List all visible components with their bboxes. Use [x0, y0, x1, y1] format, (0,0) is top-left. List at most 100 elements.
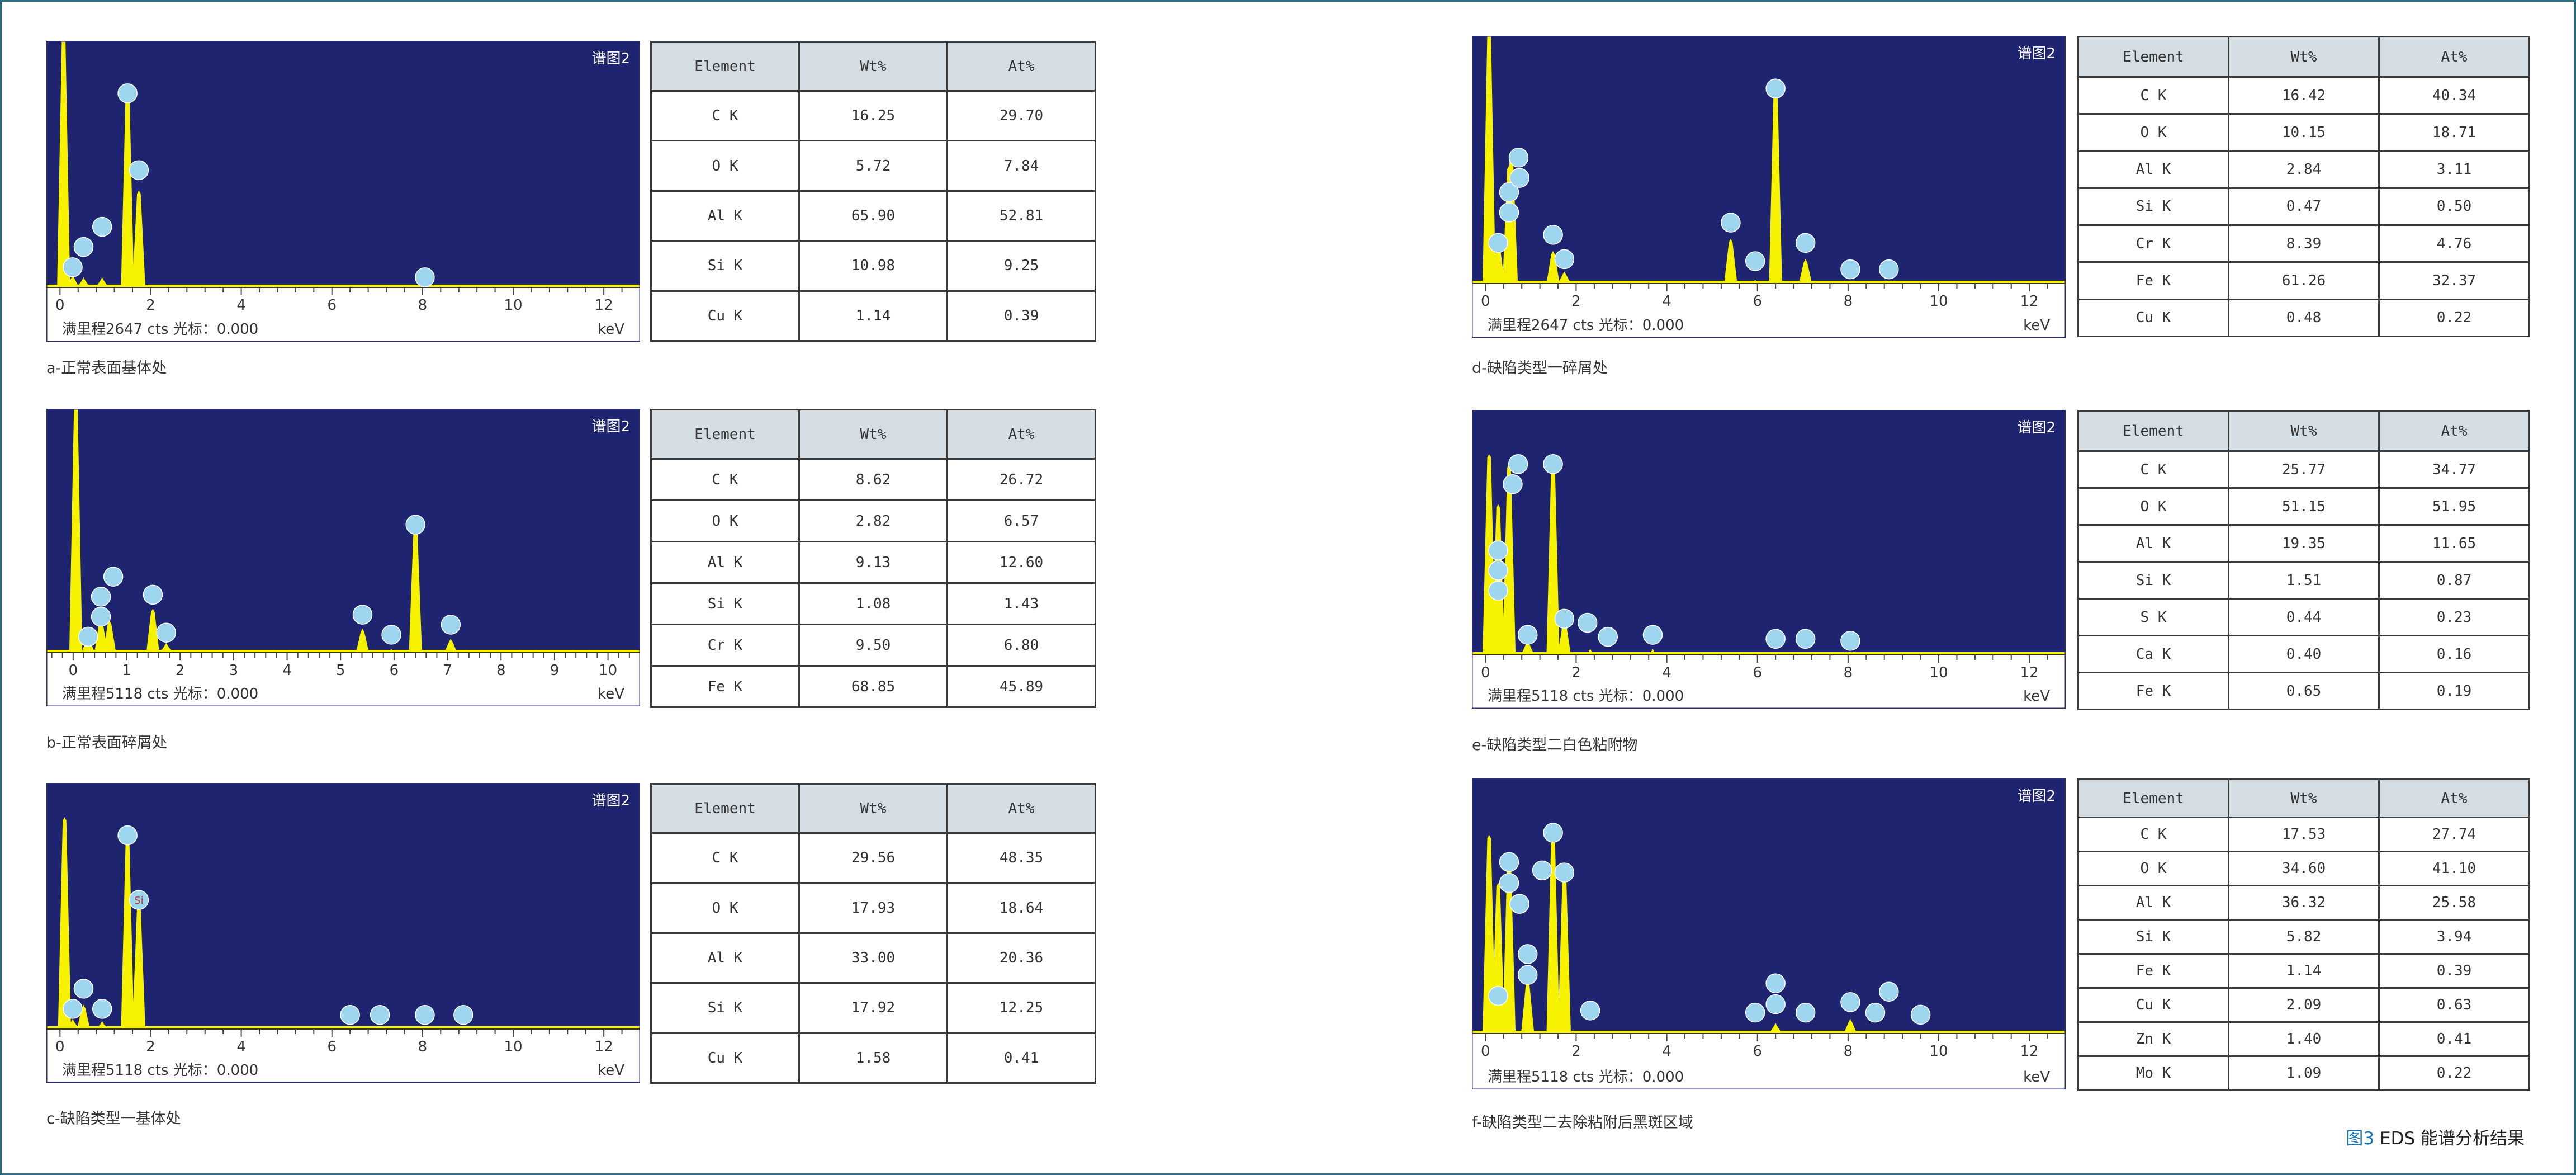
table-head: Element Wt% At% — [650, 409, 1096, 460]
spectrum-peak — [1557, 620, 1571, 655]
at-header: At% — [2378, 410, 2530, 452]
table-header-row: Element Wt% At% — [650, 41, 1096, 92]
spectrum-peak — [1491, 243, 1505, 284]
wt-cell: 2.84 — [2228, 150, 2380, 189]
table-body: C K 17.53 27.74 O K 34.60 41.10 Al K 36.32 25.58… — [2077, 817, 2530, 1091]
table-row: Al K 9.13 12.60 — [650, 541, 1096, 584]
at-cell: 25.58 — [2378, 885, 2530, 921]
element-header: Element — [650, 783, 800, 834]
peak-label-circle — [1840, 259, 1860, 280]
peak-label-circle — [1503, 474, 1523, 494]
at-cell: 0.50 — [2378, 187, 2530, 226]
spectrum-peak — [409, 522, 422, 653]
peak-label-circle — [1517, 965, 1538, 985]
x-tick-label: 10 — [1929, 293, 1948, 310]
spectrum-peak — [57, 41, 70, 287]
table-header-row: Element Wt% At% — [650, 783, 1096, 834]
peak-label-circle — [1840, 631, 1860, 651]
peak-label-circle — [1508, 148, 1529, 168]
peak-label-circle — [1532, 860, 1552, 881]
table-head: Element Wt% At% — [650, 783, 1096, 834]
spectrum-peak — [94, 619, 108, 653]
spectrum-svg-e: 谱图2 0 2 4 6 8 10 12 满里程5118 cts 光标：0.000 keV — [1472, 410, 2066, 709]
panel-caption-e: e-缺陷类型二白色粘附物 — [1472, 737, 1638, 754]
table-body: C K 16.25 29.70 O K 5.72 7.84 Al K 65.90 52.81 Si… — [650, 89, 1096, 342]
peak-label-circle — [117, 83, 138, 103]
x-tick-label: 6 — [327, 297, 337, 314]
at-cell: 3.94 — [2378, 919, 2530, 955]
spectrum-peak — [1769, 1023, 1782, 1034]
x-tick-label: 4 — [236, 297, 246, 314]
at-cell: 0.63 — [2378, 987, 2530, 1023]
x-tick-label: 10 — [504, 1039, 522, 1055]
wt-header: Wt% — [798, 41, 948, 92]
spectrum-peak — [66, 1018, 79, 1029]
plot-area — [1472, 779, 2065, 1034]
peak-label-circle — [370, 1004, 390, 1025]
table-row: O K 5.72 7.84 — [650, 140, 1096, 192]
spectrum-footer: 满里程2647 cts 光标：0.000 — [62, 321, 258, 338]
spectrum-peak — [77, 277, 91, 287]
peak-label-circle — [91, 587, 111, 607]
wt-cell: 5.72 — [798, 140, 948, 192]
element-cell: C K — [2077, 450, 2229, 489]
peak-label-circle — [1488, 985, 1508, 1006]
wt-cell: 0.48 — [2228, 298, 2380, 337]
spectrum-peak — [132, 190, 146, 287]
element-cell: Al K — [2077, 524, 2229, 563]
x-tick-label: 4 — [1662, 664, 1671, 681]
element-cell: C K — [650, 89, 800, 142]
panel-caption-f: f-缺陷类型二去除粘附后黑斑区域 — [1472, 1114, 1693, 1131]
wt-cell: 1.14 — [798, 290, 948, 342]
element-cell: C K — [2077, 75, 2229, 115]
table-row: C K 16.25 29.70 — [650, 89, 1096, 142]
spectrum-label: 谱图2 — [2017, 45, 2056, 62]
wt-cell: 8.62 — [798, 458, 948, 501]
spectrum-peak — [444, 638, 457, 653]
x-tick-label: 6 — [1753, 1043, 1762, 1060]
peak-label-circle — [1543, 823, 1563, 843]
peak-label-circle — [1795, 233, 1816, 253]
wt-cell: 0.44 — [2228, 598, 2380, 636]
spectrum-peak — [457, 1027, 470, 1029]
spectrum-peak — [1798, 259, 1812, 284]
plot-area — [47, 409, 640, 653]
spectrum-peak — [159, 643, 173, 653]
spectrum-peak — [1748, 279, 1762, 284]
peak-label-circle — [92, 216, 112, 237]
table-row: Fe K 0.65 0.19 — [2077, 672, 2530, 710]
element-cell: Fe K — [2077, 261, 2229, 300]
figure-caption: 图3 EDS 能谱分析结果 — [2346, 1124, 2525, 1149]
table-row: O K 17.93 18.64 — [650, 882, 1096, 934]
spectrum-peak — [1483, 834, 1496, 1034]
x-tick-label: 9 — [550, 662, 560, 679]
spectrum-peak — [103, 620, 116, 653]
wt-header: Wt% — [2228, 410, 2380, 452]
at-cell: 51.95 — [2378, 487, 2530, 526]
table-row: Si K 10.98 9.25 — [650, 240, 1096, 292]
peak-label-circle — [1577, 612, 1598, 633]
table-row: Ca K 0.40 0.16 — [2077, 635, 2530, 673]
at-cell: 41.10 — [2378, 851, 2530, 886]
table-row: Cu K 2.09 0.63 — [2077, 987, 2530, 1023]
spectrum-peak — [96, 277, 109, 287]
spectrum-b: 谱图2 0 1 2 3 4 5 6 7 8 9 10 满里程5118 cts 光标：0.000 keV — [46, 409, 640, 706]
composition-table-b: Element Wt% At% C K 8.62 26.72 O K 2.82 6.57 Al K… — [650, 409, 1096, 708]
spectrum-peak — [356, 629, 370, 653]
composition-table-a: Element Wt% At% C K 16.25 29.70 O K 5.72 7.84 Al … — [650, 41, 1096, 342]
wt-cell: 34.60 — [2228, 851, 2380, 886]
table-row: Al K 2.84 3.11 — [2077, 150, 2530, 189]
at-cell: 20.36 — [946, 932, 1096, 984]
wt-header: Wt% — [798, 409, 948, 460]
table-row: Al K 19.35 11.65 — [2077, 524, 2530, 563]
spectrum-peak — [66, 275, 79, 287]
table-row: C K 29.56 48.35 — [650, 832, 1096, 884]
x-tick-label: 4 — [1662, 293, 1671, 310]
x-tick-label: 4 — [1662, 1043, 1671, 1060]
table-row: Cu K 1.58 0.41 — [650, 1032, 1096, 1084]
baseline-continuum — [1472, 1031, 2065, 1034]
spectrum-footer: 满里程5118 cts 光标：0.000 — [1488, 688, 1684, 705]
spectrum-peak — [418, 1027, 432, 1029]
spectrum-peak — [1521, 981, 1535, 1034]
element-cell: O K — [2077, 113, 2229, 152]
